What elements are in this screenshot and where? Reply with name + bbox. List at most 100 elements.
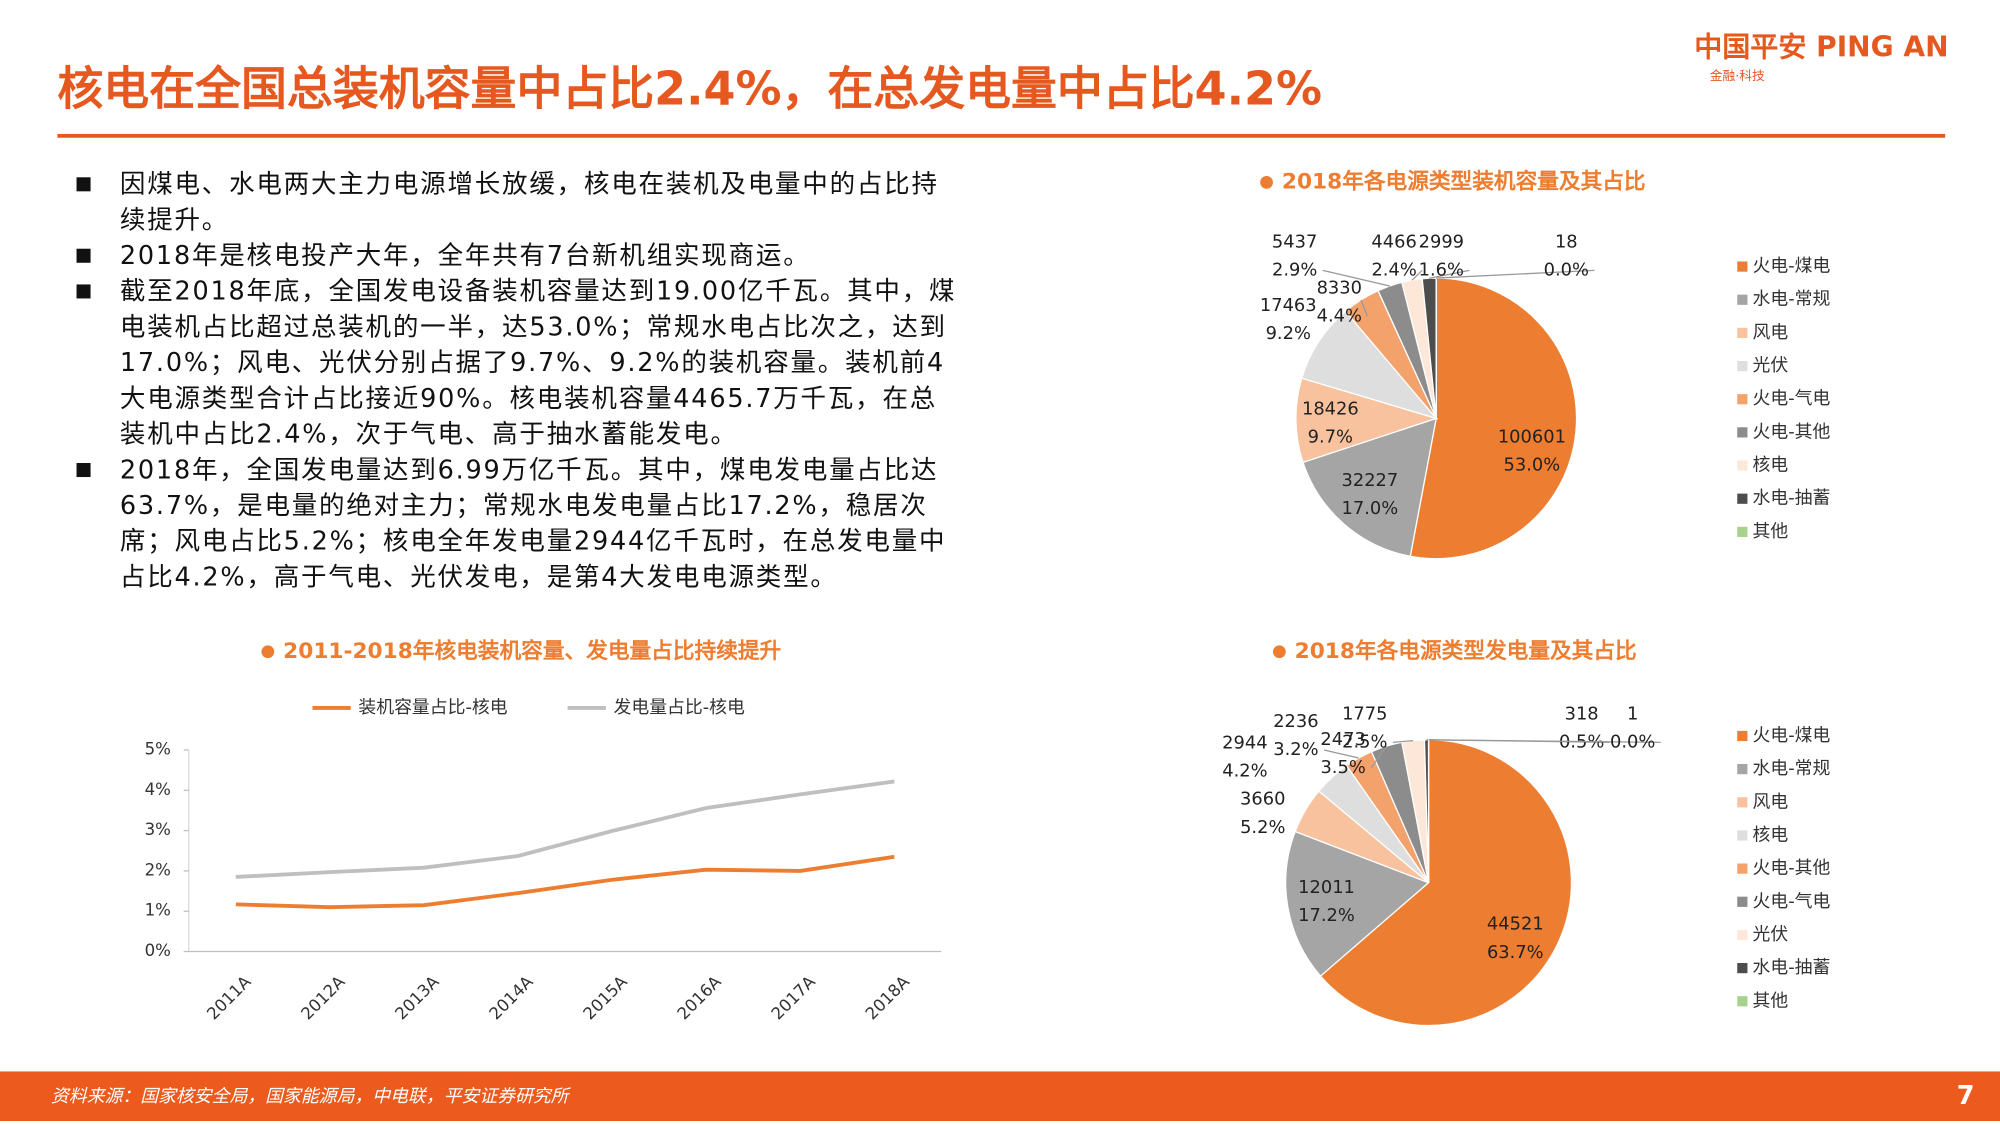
legend-label: 核电 <box>1753 824 1789 845</box>
percent-label: 0.0% <box>1544 259 1589 280</box>
data-label: 2236 <box>1273 711 1318 732</box>
title-rule <box>57 133 1946 138</box>
percent-label: 63.7% <box>1487 942 1544 963</box>
data-label: 2999 <box>1419 231 1464 252</box>
title-dot <box>261 645 275 659</box>
percent-label: 2.9% <box>1272 259 1317 280</box>
legend-label: 光伏 <box>1753 924 1789 945</box>
legend-swatch <box>1737 730 1748 742</box>
y-tick-label: 3% <box>145 820 171 839</box>
leader-line <box>1322 269 1390 287</box>
legend-label: 光伏 <box>1753 355 1789 376</box>
data-label: 12011 <box>1298 877 1355 898</box>
legend-label: 其他 <box>1753 990 1789 1011</box>
data-label: 8330 <box>1317 277 1362 298</box>
legend-label: 装机容量占比-核电 <box>358 697 507 718</box>
legend-label: 火电-煤电 <box>1753 256 1831 277</box>
data-label: 18426 <box>1302 398 1359 419</box>
chart-title: 2018年各电源类型装机容量及其占比 <box>1282 168 1646 194</box>
x-tick-label: 2012A <box>297 972 349 1024</box>
legend-swatch <box>1737 526 1748 537</box>
legend-swatch <box>1737 929 1748 941</box>
y-tick-label: 0% <box>145 941 171 960</box>
data-label: 2944 <box>1222 733 1267 754</box>
percent-label: 0.0% <box>1610 731 1655 752</box>
logo: 中国平安 PING AN <box>1694 30 1948 63</box>
pie-slice <box>1285 830 1430 977</box>
percent-label: 5.2% <box>1240 817 1285 838</box>
pie-slice <box>1409 277 1578 560</box>
percent-label: 17.0% <box>1342 498 1399 519</box>
data-label: 4466 <box>1371 231 1416 252</box>
legend-swatch <box>1737 863 1748 874</box>
bullet: 2018年是核电投产大年，全年共有7台新机组实现商运。 <box>71 237 964 273</box>
data-label: 1775 <box>1342 703 1387 724</box>
footer-bar <box>0 1071 2000 1122</box>
legend-label: 风电 <box>1753 791 1789 812</box>
x-tick-label: 2017A <box>768 972 820 1024</box>
percent-label: 4.4% <box>1317 305 1362 326</box>
page-number: 7 <box>1957 1081 1975 1111</box>
data-label: 32227 <box>1342 470 1399 491</box>
source-note: 资料来源：国家核安全局，国家能源局，中电联，平安证券研究所 <box>51 1086 572 1107</box>
chart-title: 2018年各电源类型发电量及其占比 <box>1295 638 1637 664</box>
legend-label: 火电-煤电 <box>1753 725 1831 746</box>
legend-swatch <box>1737 963 1748 974</box>
pie-slice <box>1319 739 1573 1027</box>
legend-label: 其他 <box>1753 521 1789 542</box>
legend-label: 火电-其他 <box>1753 858 1831 879</box>
legend-label: 水电-抽蓄 <box>1753 957 1831 978</box>
percent-label: 3.2% <box>1273 739 1318 760</box>
percent-label: 2.4% <box>1371 259 1416 280</box>
legend-swatch <box>1737 294 1748 305</box>
chart-title: 2011-2018年核电装机容量、发电量占比持续提升 <box>283 638 781 664</box>
title-dot <box>1272 645 1286 659</box>
data-label: 17463 <box>1260 295 1317 316</box>
pie-slice <box>1300 310 1439 420</box>
legend-label: 火电-气电 <box>1753 388 1831 409</box>
data-label: 2473 <box>1320 729 1365 750</box>
legend-swatch <box>1737 896 1748 907</box>
legend-label: 风电 <box>1753 322 1789 343</box>
x-tick-label: 2014A <box>485 972 537 1024</box>
data-label: 44521 <box>1487 914 1544 935</box>
legend-swatch <box>1737 797 1748 808</box>
legend-swatch <box>1737 394 1748 405</box>
slide-title: 核电在全国总装机容量中占比2.4%，在总发电量中占比4.2% <box>57 61 1322 115</box>
legend-label: 核电 <box>1753 455 1789 476</box>
bullet: 截至2018年底，全国发电设备装机容量达到19.00亿千瓦。其中，煤电装机占比超… <box>71 273 964 452</box>
data-label: 100601 <box>1498 426 1566 447</box>
legend-label: 发电量占比-核电 <box>614 697 746 718</box>
leader-line <box>1323 749 1359 759</box>
bullet-list: 因煤电、水电两大主力电源增长放缓，核电在装机及电量中的占比持续提升。 2018年是… <box>71 166 964 595</box>
legend-label: 火电-其他 <box>1753 421 1831 442</box>
legend-swatch <box>1737 460 1748 471</box>
percent-label: 17.2% <box>1298 905 1355 926</box>
legend-swatch <box>1737 261 1748 272</box>
percent-label: 4.2% <box>1222 761 1267 782</box>
leader-line <box>1436 269 1595 279</box>
percent-label: 3.5% <box>1320 757 1365 778</box>
percent-label: 53.0% <box>1504 455 1561 476</box>
x-tick-label: 2016A <box>674 972 726 1024</box>
leader-line <box>1411 269 1423 281</box>
bullet: 2018年，全国发电量达到6.99万亿千瓦。其中，煤电发电量占比达63.7%，是… <box>71 452 964 595</box>
logo-sub: 金融·科技 <box>1710 68 1765 84</box>
line-series <box>235 854 895 910</box>
y-tick-label: 1% <box>145 901 171 920</box>
legend-label: 火电-气电 <box>1753 891 1831 912</box>
leader-line <box>1428 739 1661 743</box>
x-tick-label: 2011A <box>203 972 255 1024</box>
legend-swatch <box>1737 996 1748 1007</box>
data-label: 318 <box>1565 703 1599 724</box>
legend-swatch <box>1737 493 1748 504</box>
pie-slice <box>1295 377 1439 464</box>
percent-label: 9.7% <box>1308 426 1353 447</box>
pie-slice <box>1302 417 1438 558</box>
data-label: 5437 <box>1272 231 1317 252</box>
legend-swatch <box>1737 327 1748 339</box>
leader-line <box>1392 739 1414 743</box>
legend-swatch <box>1737 830 1748 841</box>
